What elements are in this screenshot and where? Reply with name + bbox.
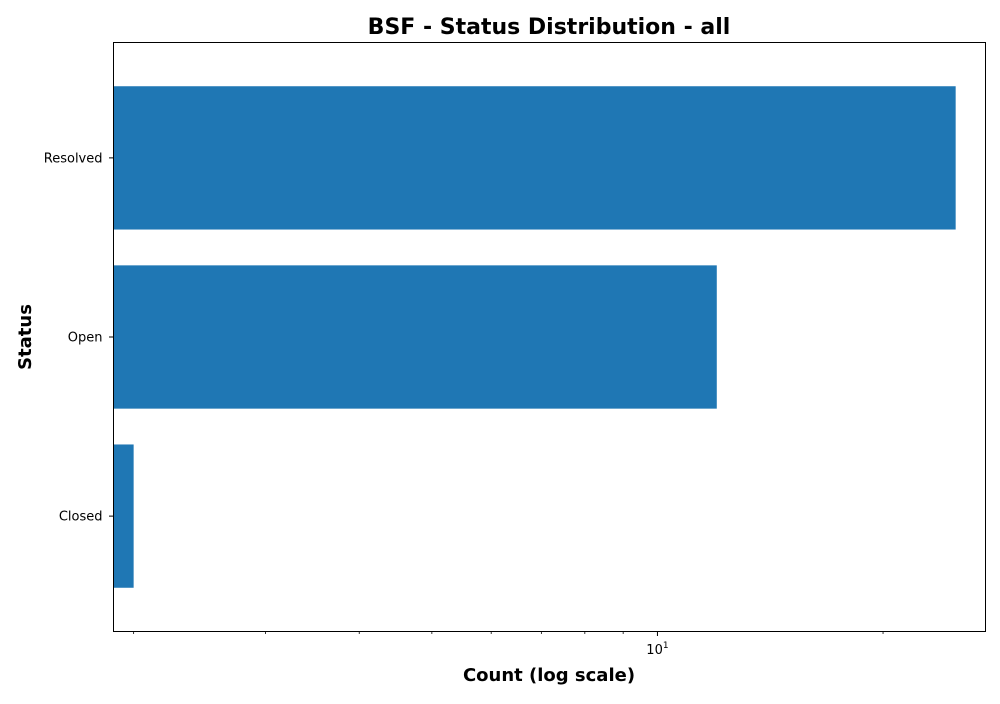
y-tick-label-open: Open — [68, 331, 103, 346]
y-tick-label-closed: Closed — [59, 510, 103, 525]
bars — [113, 86, 956, 588]
bar-closed — [113, 444, 134, 588]
bar-resolved — [113, 86, 956, 230]
y-tick-label-resolved: Resolved — [44, 151, 103, 166]
x-tick-label-exponent: 1 — [663, 641, 669, 651]
x-axis-label: Count (log scale) — [463, 665, 635, 686]
x-tick-label-10: 101 — [646, 641, 668, 658]
x-tick-label-base: 10 — [646, 643, 663, 658]
plot-area-frame — [113, 42, 986, 632]
chart-title: BSF - Status Distribution - all — [368, 15, 731, 40]
y-axis-label: Status — [15, 304, 36, 370]
ticks: Closed Open Resolved — [44, 151, 884, 636]
bar-open — [113, 265, 717, 409]
